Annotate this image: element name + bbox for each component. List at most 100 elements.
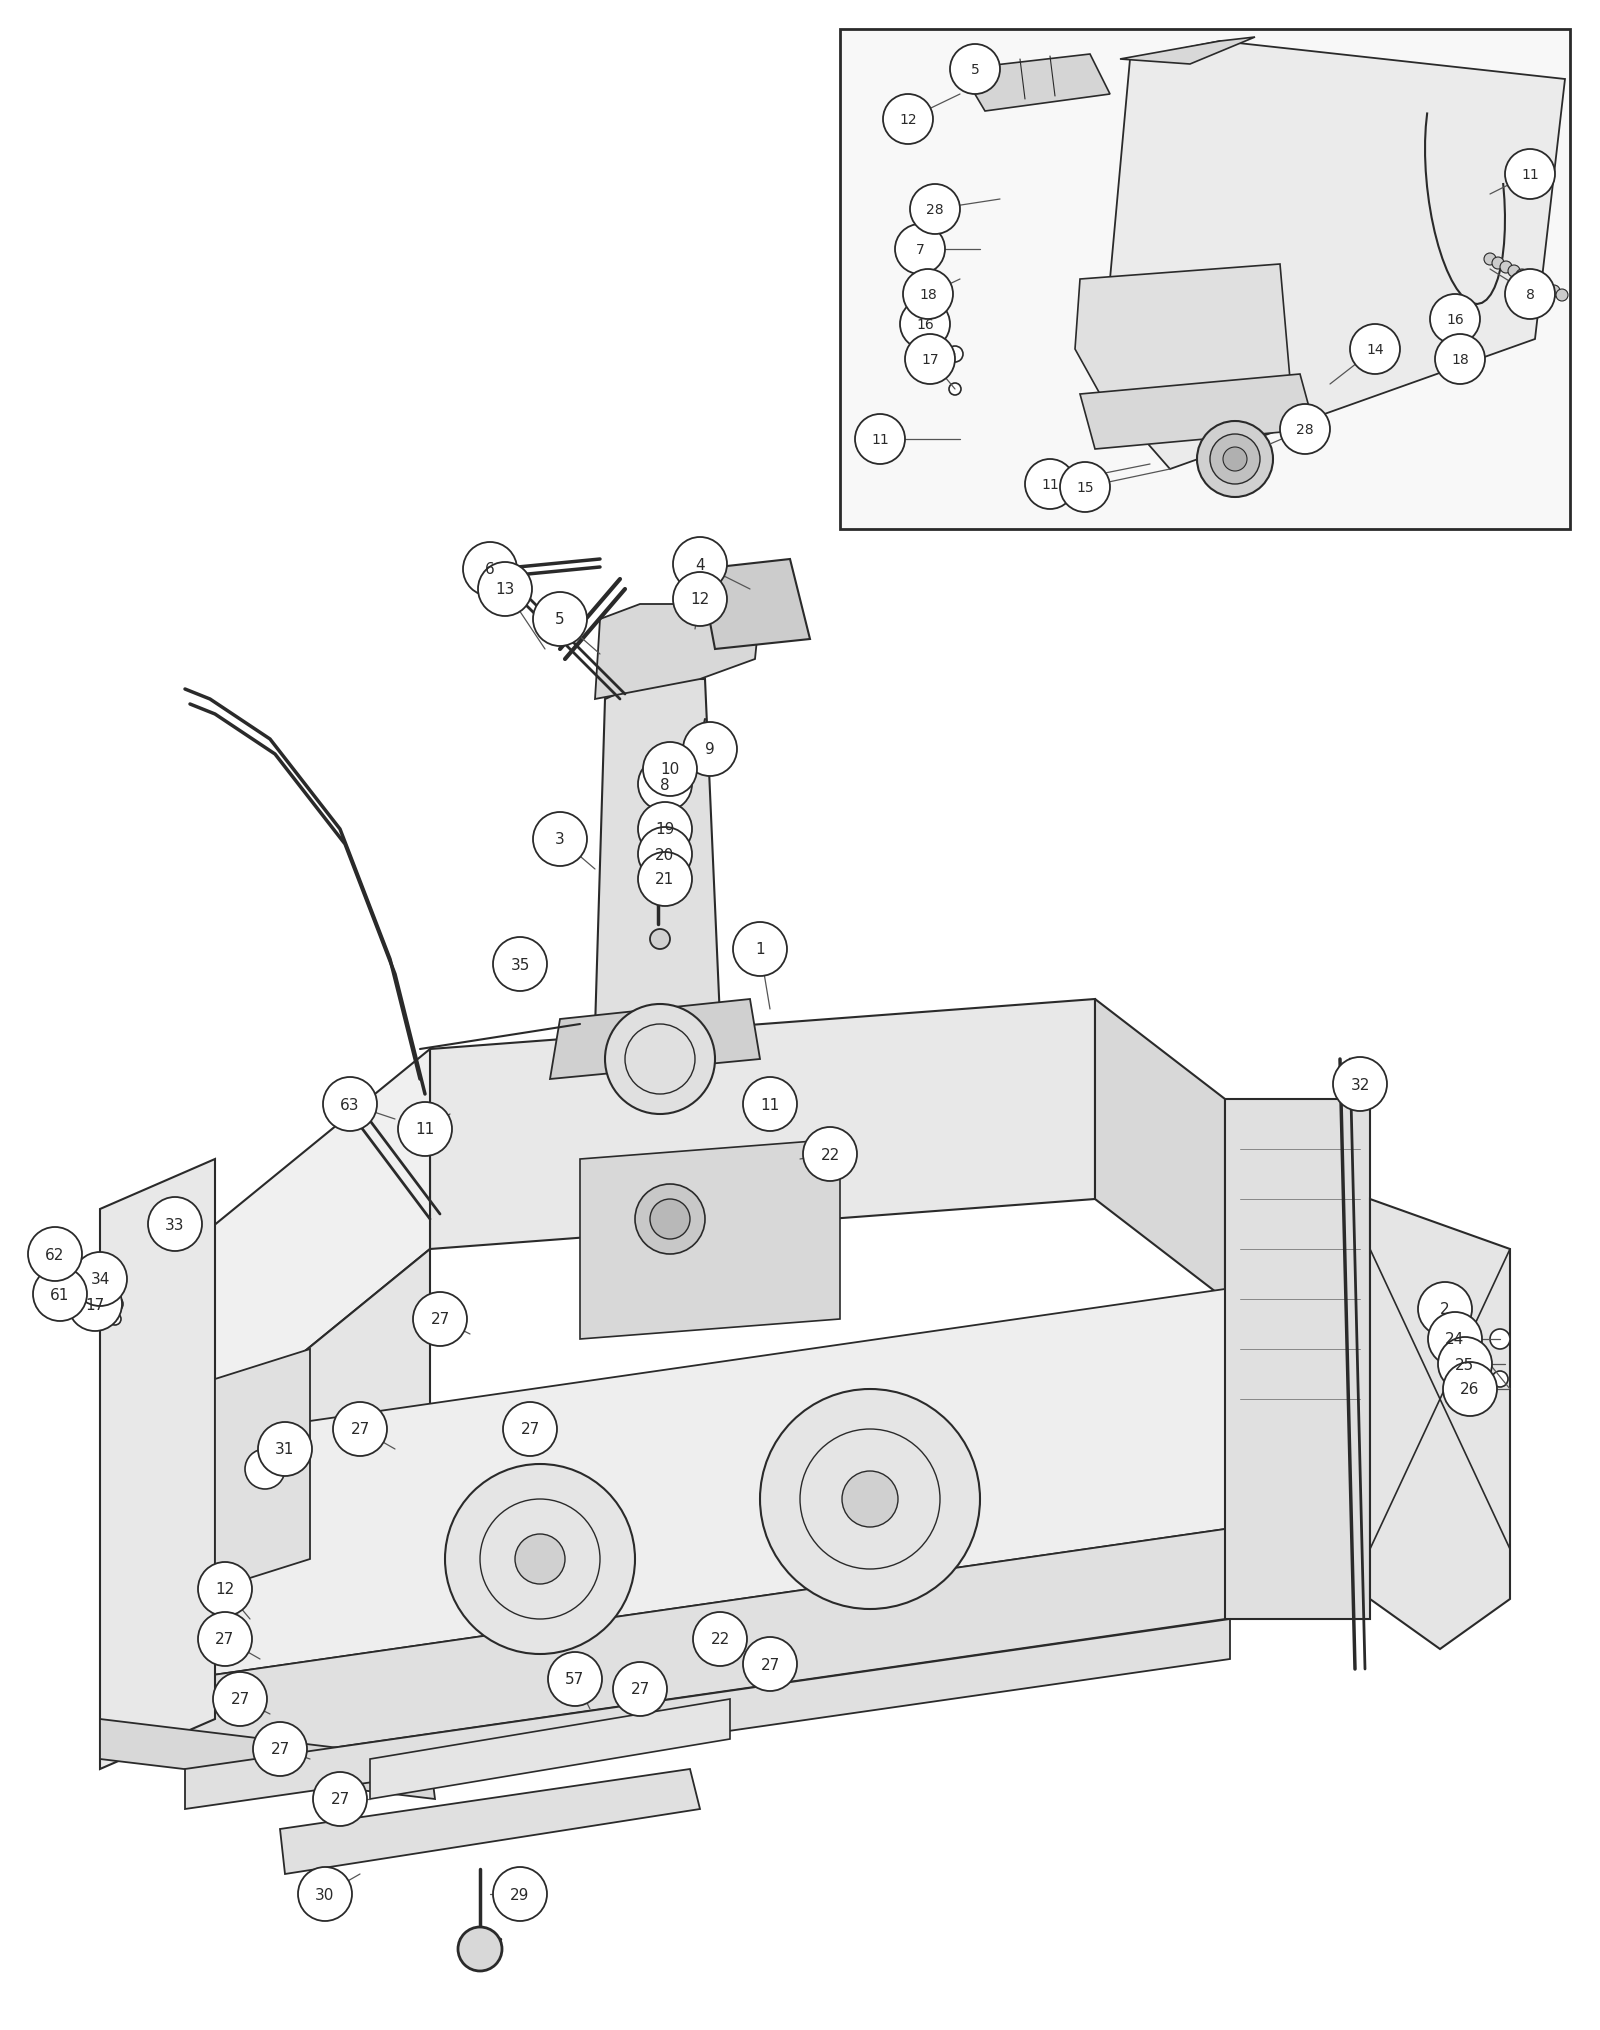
Circle shape — [842, 1472, 898, 1527]
Circle shape — [1485, 254, 1496, 266]
Text: 11: 11 — [1522, 168, 1539, 183]
Circle shape — [688, 743, 712, 767]
Circle shape — [323, 1078, 378, 1131]
Text: 57: 57 — [565, 1671, 584, 1687]
Circle shape — [245, 1449, 285, 1490]
Text: 61: 61 — [50, 1287, 70, 1301]
Text: 17: 17 — [922, 353, 939, 367]
Circle shape — [674, 538, 726, 591]
Circle shape — [533, 812, 587, 867]
Circle shape — [298, 1868, 352, 1920]
Text: 12: 12 — [690, 593, 710, 607]
Text: 5: 5 — [555, 613, 565, 627]
Circle shape — [1490, 1330, 1510, 1350]
Circle shape — [478, 562, 531, 617]
Circle shape — [1210, 434, 1261, 485]
Text: 32: 32 — [1350, 1078, 1370, 1092]
Circle shape — [413, 1293, 467, 1346]
Circle shape — [29, 1228, 82, 1281]
Circle shape — [613, 1663, 667, 1715]
Circle shape — [109, 1313, 122, 1326]
Text: 19: 19 — [656, 822, 675, 836]
Polygon shape — [280, 1768, 701, 1874]
Circle shape — [493, 938, 547, 991]
Circle shape — [1059, 463, 1110, 514]
Polygon shape — [186, 1529, 1226, 1768]
Circle shape — [445, 1464, 635, 1654]
Circle shape — [950, 45, 1000, 95]
Circle shape — [894, 225, 946, 274]
Polygon shape — [1120, 39, 1254, 65]
Circle shape — [1539, 282, 1552, 294]
Circle shape — [314, 1772, 366, 1827]
Text: 11: 11 — [870, 432, 890, 447]
Text: 18: 18 — [918, 288, 938, 302]
Text: 5: 5 — [971, 63, 979, 77]
Polygon shape — [1075, 264, 1290, 400]
Circle shape — [1555, 290, 1568, 302]
Circle shape — [605, 1005, 715, 1114]
Text: 27: 27 — [216, 1632, 235, 1646]
Polygon shape — [595, 680, 720, 1039]
Circle shape — [658, 861, 674, 877]
Text: 27: 27 — [760, 1656, 779, 1671]
Circle shape — [742, 1078, 797, 1131]
Polygon shape — [579, 1139, 840, 1340]
Text: 63: 63 — [341, 1096, 360, 1112]
Polygon shape — [186, 1620, 1230, 1809]
Circle shape — [147, 1198, 202, 1250]
Text: 13: 13 — [496, 583, 515, 597]
Circle shape — [638, 828, 691, 881]
Text: 18: 18 — [1451, 353, 1469, 367]
Circle shape — [1429, 1311, 1482, 1366]
Circle shape — [742, 1636, 797, 1691]
Text: 27: 27 — [430, 1311, 450, 1328]
Circle shape — [1026, 459, 1075, 510]
Text: 27: 27 — [630, 1681, 650, 1697]
Circle shape — [650, 930, 670, 950]
Circle shape — [198, 1563, 253, 1616]
Circle shape — [1350, 325, 1400, 376]
Circle shape — [947, 347, 963, 363]
Circle shape — [1438, 1338, 1491, 1391]
Circle shape — [635, 1183, 706, 1255]
Polygon shape — [186, 1289, 1226, 1679]
Text: 3: 3 — [555, 832, 565, 847]
Text: 28: 28 — [926, 203, 944, 217]
Circle shape — [638, 757, 691, 812]
Polygon shape — [214, 1350, 310, 1589]
Text: 30: 30 — [315, 1886, 334, 1902]
Circle shape — [1549, 286, 1560, 298]
Text: 11: 11 — [1042, 477, 1059, 491]
Polygon shape — [186, 1050, 430, 1449]
Circle shape — [502, 1403, 557, 1456]
Text: 34: 34 — [90, 1273, 110, 1287]
Text: 62: 62 — [45, 1246, 64, 1263]
Text: 27: 27 — [270, 1742, 290, 1756]
Text: 24: 24 — [1445, 1332, 1464, 1346]
Circle shape — [1197, 422, 1274, 497]
Polygon shape — [430, 999, 1094, 1248]
Circle shape — [650, 1200, 690, 1240]
Text: 20: 20 — [656, 847, 675, 863]
Text: 8: 8 — [661, 777, 670, 792]
Text: 21: 21 — [656, 873, 675, 887]
Polygon shape — [1094, 999, 1226, 1299]
Circle shape — [1491, 1372, 1507, 1386]
Text: 31: 31 — [275, 1441, 294, 1458]
Text: 8: 8 — [1525, 288, 1534, 302]
Text: 16: 16 — [1446, 313, 1464, 327]
Text: 35: 35 — [510, 956, 530, 972]
Circle shape — [258, 1423, 312, 1476]
Polygon shape — [701, 560, 810, 650]
Text: 27: 27 — [230, 1691, 250, 1707]
Circle shape — [1418, 1283, 1472, 1336]
Circle shape — [458, 1926, 502, 1971]
Polygon shape — [1080, 376, 1315, 451]
Circle shape — [1501, 262, 1512, 274]
Text: 10: 10 — [661, 761, 680, 777]
Circle shape — [906, 335, 955, 386]
Polygon shape — [99, 1719, 435, 1799]
Circle shape — [854, 414, 906, 465]
Circle shape — [1507, 266, 1520, 278]
